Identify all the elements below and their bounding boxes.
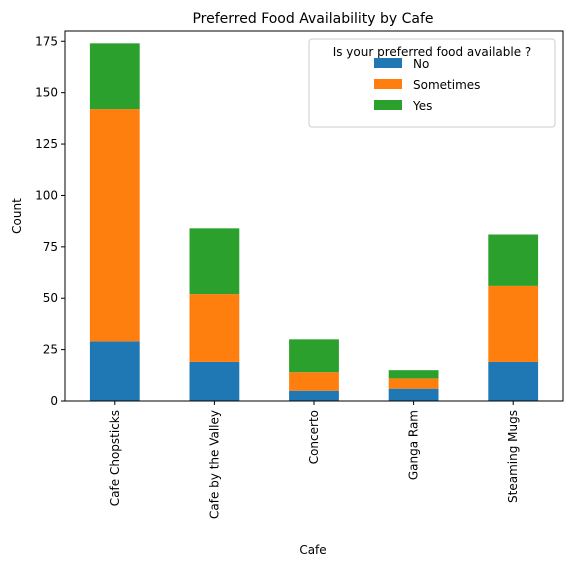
- bar-segment: [90, 43, 140, 109]
- legend-title: Is your preferred food available ?: [333, 45, 532, 59]
- bar-segment: [389, 389, 439, 401]
- bar-segment: [289, 339, 339, 372]
- bar-segment: [190, 362, 240, 401]
- legend-label: No: [413, 57, 429, 71]
- x-tick-label: Ganga Ram: [407, 410, 421, 480]
- x-tick-label: Cafe by the Valley: [207, 410, 221, 519]
- bar-segment: [389, 370, 439, 378]
- bar-segment: [289, 391, 339, 401]
- x-tick-label: Steaming Mugs: [506, 410, 520, 503]
- bar-segment: [488, 286, 538, 362]
- bar-segment: [488, 235, 538, 286]
- legend-label: Sometimes: [413, 78, 480, 92]
- bar-segment: [389, 378, 439, 388]
- chart-title: Preferred Food Availability by Cafe: [192, 11, 433, 27]
- x-tick-label: Concerto: [307, 410, 321, 464]
- bar-segment: [90, 109, 140, 341]
- y-tick-label: 175: [35, 34, 58, 48]
- y-tick-label: 25: [43, 343, 58, 357]
- legend-swatch: [374, 79, 402, 89]
- y-tick-label: 75: [43, 240, 58, 254]
- bar-segment: [289, 372, 339, 391]
- y-tick-label: 0: [50, 394, 58, 408]
- bar-segment: [488, 362, 538, 401]
- bar-segment: [90, 341, 140, 401]
- x-tick-label: Cafe Chopsticks: [108, 410, 122, 506]
- x-axis-label: Cafe: [299, 543, 326, 557]
- y-axis: 0 25 50 75 100 125 150 175: [35, 34, 65, 408]
- legend-swatch: [374, 100, 402, 110]
- legend-label: Yes: [412, 99, 432, 113]
- y-axis-label: Count: [10, 198, 24, 234]
- y-tick-label: 100: [35, 188, 58, 202]
- y-tick-label: 50: [43, 291, 58, 305]
- y-tick-label: 150: [35, 86, 58, 100]
- bar-segment: [190, 294, 240, 362]
- legend: Is your preferred food available ? No Som…: [309, 39, 555, 127]
- bar-segment: [190, 228, 240, 294]
- legend-swatch: [374, 58, 402, 68]
- x-axis: Cafe Chopsticks Cafe by the Valley Concert…: [108, 401, 520, 519]
- y-tick-label: 125: [35, 137, 58, 151]
